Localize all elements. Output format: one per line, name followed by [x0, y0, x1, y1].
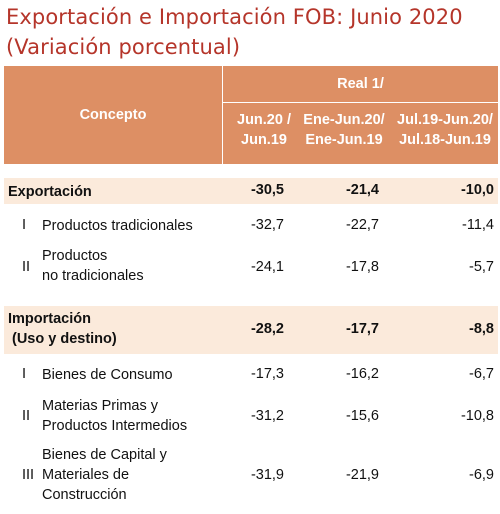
header-col-jul-jun: Jul.19-Jun.20/ Jul.18-Jun.19	[392, 110, 498, 150]
row-label-line2: no tradicionales	[42, 268, 144, 284]
row-value-jul-jun: -8,8	[469, 321, 494, 337]
row-label-line3: Construcción	[42, 487, 127, 503]
row-number: II	[22, 408, 31, 424]
row-label: Productos tradicionales	[42, 218, 193, 234]
row-number: III	[22, 467, 35, 483]
header-col-jul-jun-line1: Jul.19-Jun.20/	[397, 112, 493, 128]
row-value-jun: -24,1	[250, 259, 284, 275]
row-value-jul-jun: -11,4	[462, 217, 494, 233]
header-real: Real 1/	[337, 76, 384, 92]
row-value-jul-jun: -10,0	[460, 182, 494, 198]
table-row-productos-no-tradicionales: II Productos no tradicionales -24,1 -17,…	[4, 246, 498, 290]
title-line-1: Exportación e Importación FOB: Junio 202…	[6, 5, 463, 29]
row-label: Exportación	[8, 184, 92, 200]
row-value-jun: -32,7	[250, 217, 284, 233]
row-value-ene-jun: -21,9	[345, 467, 379, 483]
row-label-line2: Productos Intermedios	[42, 418, 188, 434]
row-label-line1: Bienes de Capital y	[42, 447, 167, 463]
row-value-ene-jun: -17,8	[345, 259, 379, 275]
header-divider	[222, 66, 223, 164]
row-value-jul-jun: -5,7	[469, 259, 494, 275]
row-value-jul-jun: -10,8	[460, 408, 494, 424]
table-row-bienes-capital: III Bienes de Capital y Materiales de Co…	[4, 445, 498, 509]
header-concepto: Concepto	[79, 107, 147, 123]
header-col-jul-jun-line2: Jul.18-Jun.19	[399, 132, 491, 148]
row-label-line1: Materias Primas y	[42, 398, 159, 414]
header-col-ene-jun-line1: Ene-Jun.20/	[303, 112, 385, 128]
row-value-jul-jun: -6,7	[469, 366, 494, 382]
header-col-ene-jun: Ene-Jun.20/ Ene-Jun.19	[297, 110, 391, 150]
row-value-jun: -17,3	[250, 366, 284, 382]
header-col-ene-jun-line2: Ene-Jun.19	[305, 132, 383, 148]
header-divider-horizontal	[223, 102, 498, 103]
header-col-jun-line2: Jun.19	[241, 132, 287, 148]
row-value-jun: -31,2	[250, 408, 284, 424]
row-value-ene-jun: -17,7	[345, 321, 379, 337]
row-label-line2: Materiales de	[42, 467, 130, 483]
row-label-line2: (Uso y destino)	[12, 331, 117, 347]
row-value-jul-jun: -6,9	[469, 467, 494, 483]
table-row-importacion: Importación (Uso y destino) -28,2 -17,7 …	[4, 309, 498, 353]
row-value-ene-jun: -15,6	[345, 408, 379, 424]
row-value-ene-jun: -21,4	[345, 182, 379, 198]
row-label-line1: Importación	[8, 311, 91, 327]
row-number: I	[22, 217, 27, 233]
header-col-jun-line1: Jun.20 /	[237, 112, 291, 128]
table-row-exportacion: Exportación -30,5 -21,4 -10,0	[4, 182, 498, 204]
row-number: II	[22, 259, 31, 275]
row-value-jun: -31,9	[250, 467, 284, 483]
row-label: Bienes de Consumo	[42, 367, 173, 383]
section-band-exportacion	[4, 178, 498, 204]
page-title: Exportación e Importación FOB: Junio 202…	[6, 2, 496, 62]
title-line-2: (Variación porcentual)	[6, 35, 241, 59]
table-row-materias-primas: II Materias Primas y Productos Intermedi…	[4, 396, 498, 440]
row-value-ene-jun: -22,7	[345, 217, 379, 233]
section-band-importacion	[4, 306, 498, 354]
row-value-ene-jun: -16,2	[345, 366, 379, 382]
header-col-jun: Jun.20 / Jun.19	[225, 110, 303, 150]
row-value-jun: -30,5	[250, 182, 284, 198]
table-row-bienes-consumo: I Bienes de Consumo -17,3 -16,2 -6,7	[4, 366, 498, 388]
row-number: I	[22, 366, 27, 382]
table-header: Concepto Real 1/ Jun.20 / Jun.19 Ene-Jun…	[4, 66, 498, 164]
table-row-productos-tradicionales: I Productos tradicionales -32,7 -22,7 -1…	[4, 217, 498, 239]
row-value-jun: -28,2	[250, 321, 284, 337]
row-label-line1: Productos	[42, 248, 108, 264]
